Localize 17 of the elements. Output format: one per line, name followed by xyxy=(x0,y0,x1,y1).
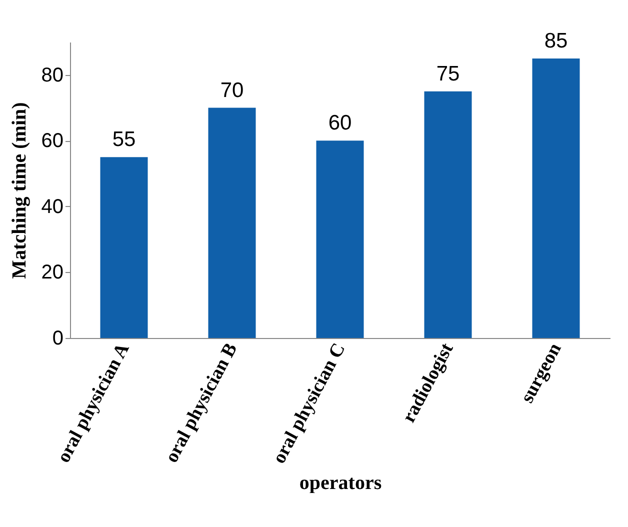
bar xyxy=(316,140,364,338)
y-tick-label: 0 xyxy=(52,328,64,350)
data-label: 55 xyxy=(112,128,136,152)
y-tick-label: 60 xyxy=(41,130,64,152)
bar xyxy=(532,58,580,338)
data-label: 60 xyxy=(328,112,352,135)
data-label: 70 xyxy=(220,78,244,102)
y-tick-label: 80 xyxy=(41,64,64,86)
data-label: 75 xyxy=(436,62,460,86)
bar xyxy=(424,91,472,338)
data-label: 85 xyxy=(544,29,568,52)
y-axis-title: Matching time (min) xyxy=(8,102,30,279)
bar xyxy=(100,157,148,338)
bar xyxy=(208,108,256,338)
x-axis-title: operators xyxy=(299,472,382,494)
y-tick-label: 40 xyxy=(41,196,64,218)
y-tick-label: 20 xyxy=(41,262,64,284)
